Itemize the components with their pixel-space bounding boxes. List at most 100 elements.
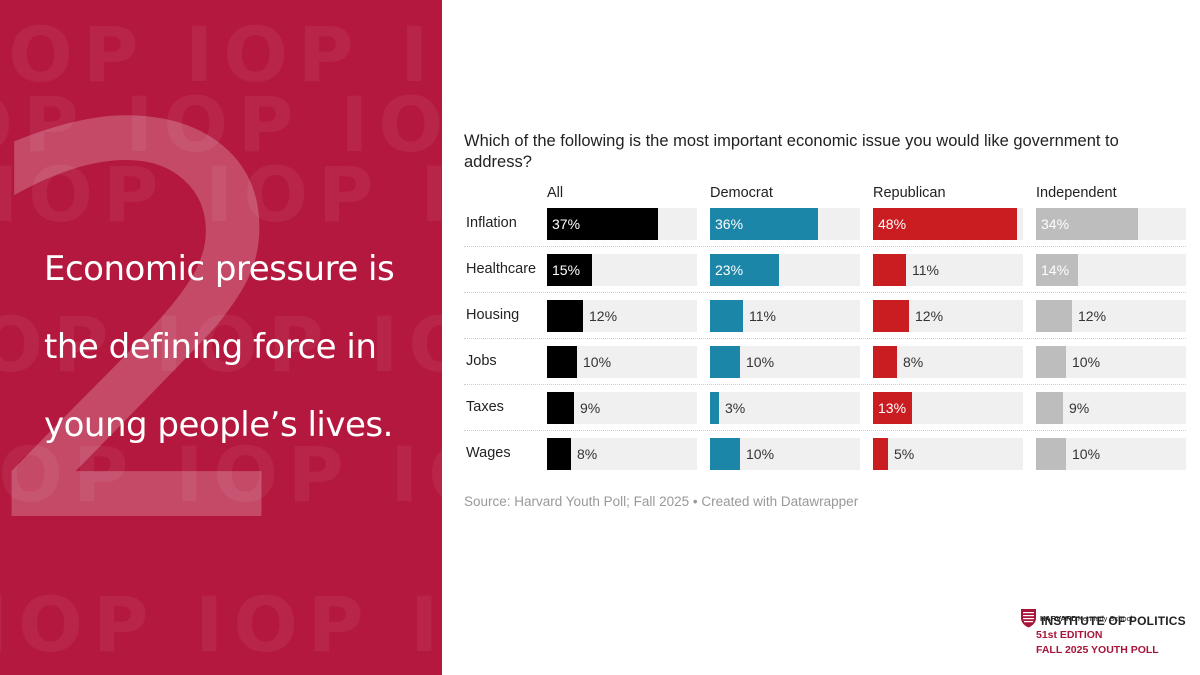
bar-track: 37% <box>547 208 697 240</box>
bar-track: 8% <box>547 438 697 470</box>
logo-edition: 51st EDITION <box>1036 629 1103 641</box>
bar-all-inflation <box>547 208 658 240</box>
bar-value-label: 13% <box>878 400 907 416</box>
bar-republican-housing <box>873 300 909 332</box>
bar-independent-housing <box>1036 300 1072 332</box>
bar-independent-wages <box>1036 438 1066 470</box>
bar-all-taxes <box>547 392 574 424</box>
bar-value-label: 3% <box>725 400 746 416</box>
bar-value-label: 10% <box>746 446 775 462</box>
logo-institute-of-politics: INSTITUTE OF POLITICS <box>1041 614 1186 628</box>
category-label: Wages <box>466 445 511 461</box>
bar-republican-inflation <box>873 208 1017 240</box>
bar-value-label: 23% <box>715 262 744 278</box>
left-panel: IOP IOP IOP IOP IOP IOP IOP IOP IOP IOP … <box>0 0 442 675</box>
bar-democrat-wages <box>710 438 740 470</box>
bar-democrat-taxes <box>710 392 719 424</box>
bar-republican-healthcare <box>873 254 906 286</box>
bar-republican-wages <box>873 438 888 470</box>
column-header-republican: Republican <box>873 185 946 201</box>
bar-value-label: 10% <box>1072 354 1101 370</box>
bar-value-label: 12% <box>1078 308 1107 324</box>
bar-democrat-housing <box>710 300 743 332</box>
row-divider <box>464 246 1186 247</box>
bar-track: 34% <box>1036 208 1186 240</box>
bar-value-label: 14% <box>1041 262 1070 278</box>
bar-value-label: 10% <box>1072 446 1101 462</box>
category-label: Jobs <box>466 353 497 369</box>
bar-track: 12% <box>1036 300 1186 332</box>
bar-independent-taxes <box>1036 392 1063 424</box>
bar-value-label: 34% <box>1041 216 1070 232</box>
iop-watermark: IOP IOP IOP <box>0 80 442 169</box>
bar-track: 10% <box>547 346 697 378</box>
headline-line: young people’s lives. <box>44 405 393 445</box>
bar-track: 12% <box>873 300 1023 332</box>
bar-value-label: 9% <box>1069 400 1090 416</box>
bar-value-label: 5% <box>894 446 915 462</box>
logo-poll-name: FALL 2025 YOUTH POLL <box>1036 644 1159 656</box>
column-header-all: All <box>547 185 564 201</box>
iop-watermark: IOP IOP IOP <box>0 150 442 239</box>
category-label: Housing <box>466 307 520 323</box>
bar-track: 9% <box>547 392 697 424</box>
bar-track: 14% <box>1036 254 1186 286</box>
bar-all-housing <box>547 300 583 332</box>
category-label: Taxes <box>466 399 504 415</box>
bar-track: 10% <box>1036 438 1186 470</box>
harvard-shield-icon <box>1021 609 1036 628</box>
bar-value-label: 11% <box>912 262 939 278</box>
chart-title: Which of the following is the most impor… <box>464 132 1119 171</box>
bar-track: 23% <box>710 254 860 286</box>
bar-value-label: 8% <box>577 446 598 462</box>
column-header-independent: Independent <box>1036 185 1117 201</box>
category-label: Healthcare <box>466 261 537 277</box>
bar-track: 3% <box>710 392 860 424</box>
bar-track: 9% <box>1036 392 1186 424</box>
category-label: Inflation <box>466 215 517 231</box>
bar-track: 10% <box>1036 346 1186 378</box>
headline: Economic pressure is the defining force … <box>44 230 434 464</box>
iop-watermark: IOP IOP IOP <box>0 430 442 519</box>
bar-track: 11% <box>873 254 1023 286</box>
row-divider <box>464 292 1186 293</box>
bar-track: 8% <box>873 346 1023 378</box>
section-number: 2 <box>0 16 316 644</box>
logo-kennedy-school: Kennedy School <box>1077 613 1133 623</box>
bar-democrat-jobs <box>710 346 740 378</box>
bar-republican-jobs <box>873 346 897 378</box>
bar-track: 10% <box>710 438 860 470</box>
iop-watermark: IOP IOP IOP <box>0 300 442 389</box>
bar-value-label: 8% <box>903 354 924 370</box>
bar-democrat-inflation <box>710 208 818 240</box>
iop-logo: HARVARD Kennedy School INSTITUTE OF POLI… <box>1020 609 1190 658</box>
bar-all-wages <box>547 438 571 470</box>
bar-independent-jobs <box>1036 346 1066 378</box>
chart-source: Source: Harvard Youth Poll; Fall 2025 • … <box>464 494 859 509</box>
bar-track: 36% <box>710 208 860 240</box>
headline-line: the defining force in <box>44 327 377 367</box>
bar-track: 5% <box>873 438 1023 470</box>
iop-watermark: IOP IOP IOP <box>0 580 442 669</box>
logo-harvard: HARVARD <box>1040 613 1077 623</box>
bar-value-label: 10% <box>746 354 775 370</box>
bar-all-jobs <box>547 346 577 378</box>
bar-value-label: 11% <box>749 308 776 324</box>
row-divider <box>464 338 1186 339</box>
bar-track: 48% <box>873 208 1023 240</box>
bar-track: 13% <box>873 392 1023 424</box>
bar-value-label: 48% <box>878 216 907 232</box>
bar-republican-taxes <box>873 392 912 424</box>
iop-watermark: IOP IOP IOP <box>0 10 442 99</box>
bar-value-label: 37% <box>552 216 581 232</box>
headline-line: Economic pressure is <box>44 249 395 289</box>
bar-independent-inflation <box>1036 208 1138 240</box>
bar-independent-healthcare <box>1036 254 1078 286</box>
row-divider <box>464 384 1186 385</box>
column-header-democrat: Democrat <box>710 185 773 201</box>
bar-value-label: 12% <box>915 308 944 324</box>
bar-all-healthcare <box>547 254 592 286</box>
bar-track: 11% <box>710 300 860 332</box>
bar-value-label: 12% <box>589 308 618 324</box>
bar-track: 12% <box>547 300 697 332</box>
